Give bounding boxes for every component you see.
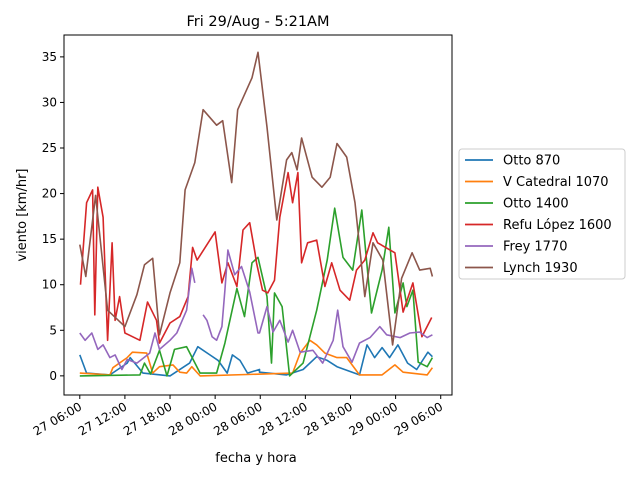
y-tick-label: 0	[49, 369, 57, 383]
y-tick-label: 30	[42, 95, 57, 109]
series-layer	[79, 51, 434, 377]
y-axis-label: viento [km/hr]	[15, 168, 30, 261]
series-line-0	[79, 344, 433, 377]
legend-label: Otto 1400	[503, 197, 569, 212]
y-tick-label: 25	[42, 141, 57, 155]
legend: Otto 870 V Catedral 1070 Otto 1400 Refu Lóp…	[458, 148, 626, 280]
y-tick-label: 35	[42, 50, 57, 64]
y-tick-label: 10	[42, 278, 57, 292]
series-line-3	[79, 171, 433, 344]
legend-label: Lynch 1930	[503, 261, 578, 276]
series-line-4	[79, 249, 433, 371]
y-axis: 0 5 10 15 20 25 30 35	[42, 50, 64, 383]
series-line-1	[79, 339, 434, 377]
legend-label: V Catedral 1070	[503, 175, 609, 190]
series-line-5	[79, 51, 434, 346]
y-tick-label: 15	[42, 232, 57, 246]
y-tick-label: 5	[49, 323, 57, 337]
legend-label: Frey 1770	[503, 240, 568, 255]
plot-area-frame	[63, 34, 453, 396]
chart-title: Fri 29/Aug - 5:21AM	[187, 14, 330, 30]
series-line-2	[79, 207, 434, 377]
legend-label: Otto 870	[503, 154, 560, 169]
legend-box	[458, 148, 626, 280]
x-axis-label: fecha y hora	[215, 451, 296, 466]
y-tick-label: 20	[42, 187, 57, 201]
legend-label: Refu López 1600	[503, 218, 612, 233]
